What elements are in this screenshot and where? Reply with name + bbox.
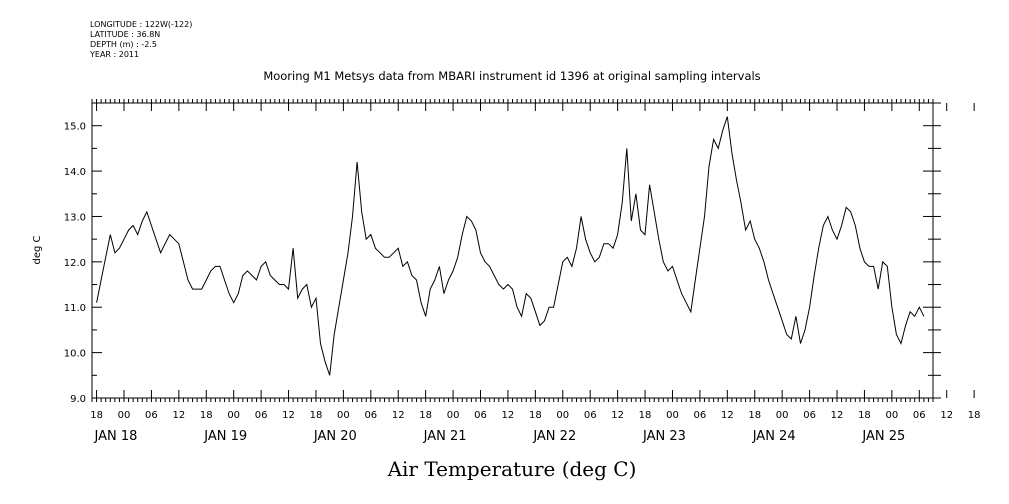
series-line <box>96 116 925 376</box>
station-metadata: LONGITUDE : 122W(-122) LATITUDE : 36.8N … <box>90 20 192 60</box>
day-label: JAN 24 <box>752 429 796 444</box>
y-tick-label: 14.0 <box>64 167 86 178</box>
x-tick-label: 06 <box>694 410 707 421</box>
x-tick-label: 18 <box>419 410 432 421</box>
plot-frame <box>91 102 934 399</box>
x-tick-label: 00 <box>118 410 131 421</box>
depth-text: DEPTH (m) : -2.5 <box>90 40 157 49</box>
y-tick-label: 10.0 <box>64 349 86 360</box>
x-axis: 18 00 06 12 18 00 06 12 18 00 06 12 18 00 06 12 18 00 06 12… <box>90 103 981 444</box>
x-tick-label: 00 <box>885 410 898 421</box>
minor-ticks <box>91 99 934 402</box>
x-tick-label: 00 <box>447 410 460 421</box>
x-tick-label: 06 <box>364 410 377 421</box>
x-tick-label: 18 <box>90 410 103 421</box>
y-tick-label: 9.0 <box>70 394 86 405</box>
y-tick-label: 15.0 <box>64 122 86 133</box>
x-tick-label: 00 <box>337 410 350 421</box>
y-axis: 9.0 10.0 11.0 12.0 13.0 14.0 15.0 <box>64 102 941 405</box>
x-tick-label: 12 <box>172 410 185 421</box>
x-axis-title: Air Temperature (deg C) <box>387 457 637 481</box>
y-tick-label: 11.0 <box>64 303 86 314</box>
x-tick-label: 12 <box>940 410 953 421</box>
day-label: JAN 18 <box>94 429 138 444</box>
day-label: JAN 22 <box>532 429 576 444</box>
x-tick-label: 12 <box>611 410 624 421</box>
x-tick-label: 06 <box>474 410 487 421</box>
x-tick-label: 18 <box>310 410 323 421</box>
x-tick-label: 06 <box>255 410 268 421</box>
x-tick-label: 00 <box>556 410 569 421</box>
day-label: JAN 23 <box>642 429 686 444</box>
x-tick-label: 06 <box>913 410 926 421</box>
day-label: JAN 21 <box>423 429 467 444</box>
x-tick-label: 12 <box>721 410 734 421</box>
y-tick-label: 13.0 <box>64 212 86 223</box>
x-tick-label: 12 <box>392 410 405 421</box>
x-tick-label: 18 <box>968 410 981 421</box>
x-tick-label: 18 <box>200 410 213 421</box>
x-tick-label: 00 <box>776 410 789 421</box>
day-label: JAN 19 <box>203 429 247 444</box>
chart-title: Mooring M1 Metsys data from MBARI instru… <box>263 69 760 83</box>
x-tick-label: 00 <box>666 410 679 421</box>
x-tick-label: 12 <box>502 410 515 421</box>
x-tick-label: 18 <box>748 410 761 421</box>
day-label: JAN 20 <box>313 429 357 444</box>
year-text: YEAR : 2011 <box>90 50 140 59</box>
x-tick-label: 00 <box>227 410 240 421</box>
x-tick-label: 12 <box>282 410 295 421</box>
x-tick-label: 06 <box>803 410 816 421</box>
latitude-text: LATITUDE : 36.8N <box>90 30 161 39</box>
x-tick-label: 12 <box>831 410 844 421</box>
x-tick-label: 06 <box>584 410 597 421</box>
x-tick-label: 06 <box>145 410 158 421</box>
longitude-text: LONGITUDE : 122W(-122) <box>90 20 193 29</box>
x-tick-label: 18 <box>639 410 652 421</box>
day-label: JAN 25 <box>861 429 905 444</box>
y-axis-label: deg C <box>32 235 43 264</box>
x-tick-label: 18 <box>529 410 542 421</box>
x-tick-label: 18 <box>858 410 871 421</box>
y-tick-label: 12.0 <box>64 258 86 269</box>
